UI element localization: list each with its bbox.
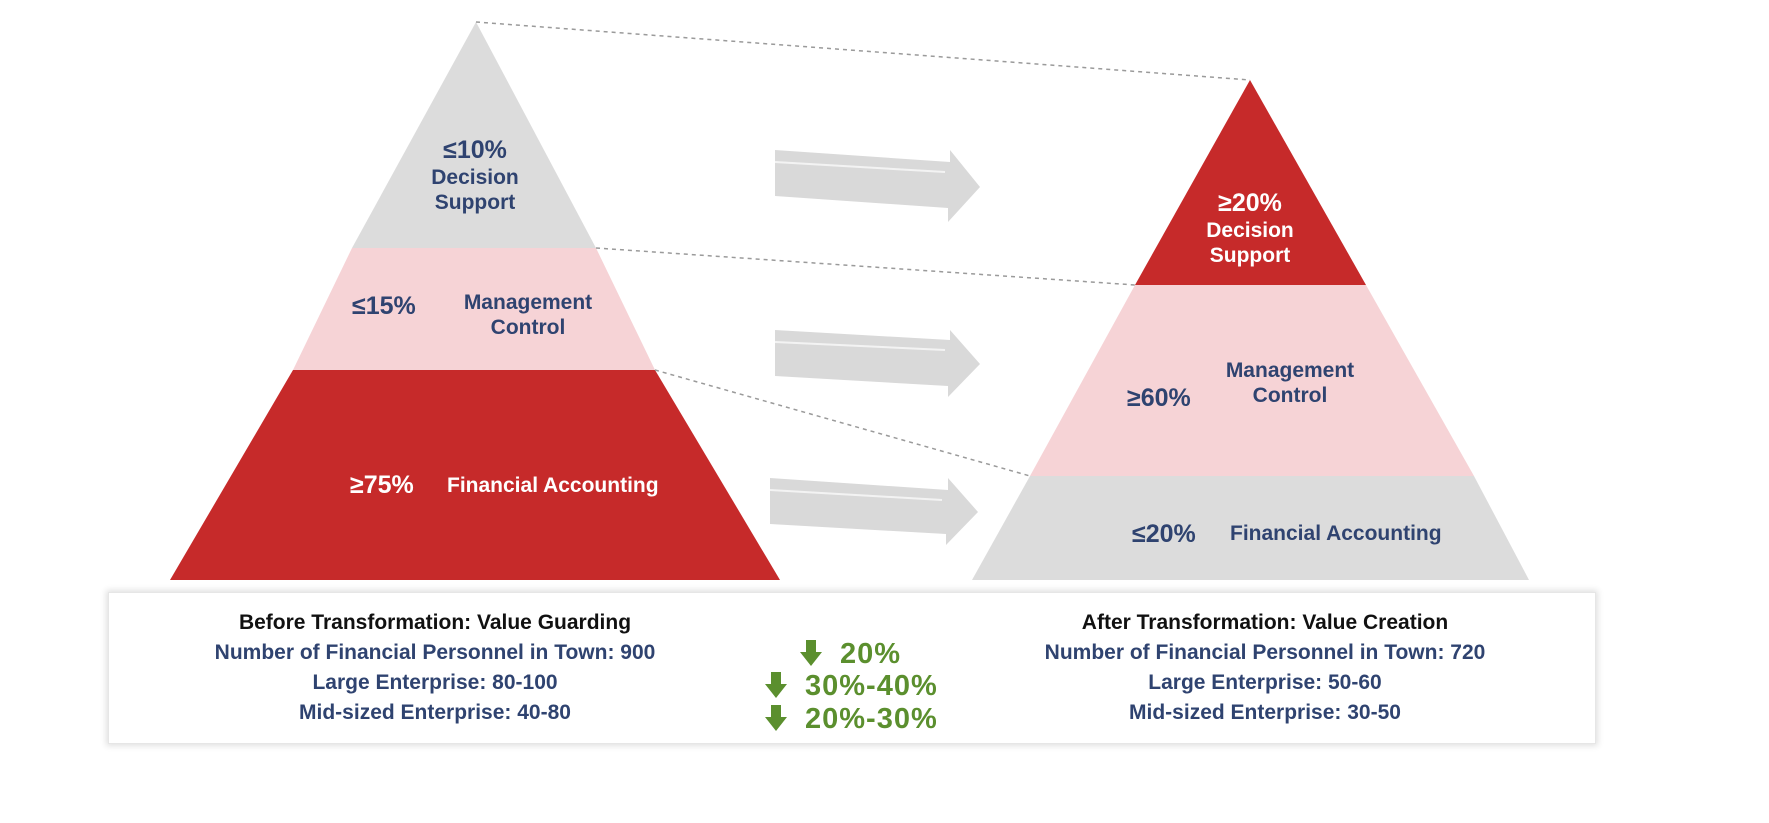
after-bottom-label: Financial Accounting — [1230, 522, 1442, 545]
before-middle-pct: ≤15% — [352, 292, 416, 320]
transition-arrow-middle — [775, 330, 980, 397]
after-top-layer — [1135, 80, 1366, 285]
before-row-large: Large Enterprise: 80-100 — [312, 671, 558, 694]
before-row-mid: Mid-sized Enterprise: 40-80 — [299, 701, 571, 724]
after-bottom-pct: ≤20% — [1132, 520, 1196, 548]
before-bottom-pct: ≥75% — [350, 471, 414, 499]
reduction-personnel: 20% — [800, 638, 901, 671]
before-middle-line1: Management — [463, 291, 593, 314]
after-top-line2: Support — [1209, 244, 1291, 268]
transition-arrow-top — [775, 150, 980, 222]
before-top-line1: Decision — [431, 166, 519, 189]
after-top-line1: Decision — [1206, 219, 1294, 242]
before-title: Before Transformation: Value Guarding — [238, 611, 632, 634]
before-bottom-layer — [170, 370, 780, 580]
before-middle-line2: Control — [490, 316, 566, 340]
before-summary: Before Transformation: Value Guarding Nu… — [200, 608, 670, 728]
reduction-large-value: 30%-40% — [805, 670, 938, 702]
after-top-label: ≥20% Decision Support — [1185, 188, 1315, 268]
before-middle-label: Management Control — [448, 290, 608, 340]
connector-line-mid — [595, 247, 1136, 286]
down-arrow-icon — [800, 640, 822, 666]
after-middle-pct: ≥60% — [1127, 384, 1191, 412]
reduction-mid: 20%-30% — [765, 703, 938, 736]
reduction-mid-value: 20%-30% — [805, 703, 938, 735]
after-row-personnel: Number of Financial Personnel in Town: 7… — [1044, 641, 1486, 664]
connector-line-top — [475, 21, 1251, 81]
after-middle-label: Management Control — [1210, 358, 1370, 408]
after-title: After Transformation: Value Creation — [1081, 611, 1449, 634]
before-top-line2: Support — [434, 191, 516, 215]
connector-line-low — [654, 369, 1031, 477]
down-arrow-icon — [765, 705, 787, 731]
after-middle-line2: Control — [1252, 384, 1328, 408]
after-summary: After Transformation: Value Creation Num… — [1015, 608, 1515, 728]
before-top-layer — [352, 22, 596, 248]
before-bottom-label: Financial Accounting — [447, 474, 659, 497]
after-bottom-layer — [972, 476, 1529, 580]
before-top-pct: ≤10% — [443, 136, 507, 164]
before-top-label: ≤10% Decision Support — [410, 135, 540, 215]
after-row-mid: Mid-sized Enterprise: 30-50 — [1129, 701, 1401, 724]
after-middle-layer — [1030, 285, 1474, 476]
reduction-large: 30%-40% — [765, 670, 938, 703]
down-arrow-icon — [765, 672, 787, 698]
summary-box — [108, 592, 1596, 744]
after-middle-line1: Management — [1225, 359, 1355, 382]
before-middle-layer — [293, 248, 655, 370]
after-top-pct: ≥20% — [1218, 189, 1282, 217]
transition-arrow-bottom — [770, 478, 978, 545]
reduction-personnel-value: 20% — [840, 638, 902, 670]
after-row-large: Large Enterprise: 50-60 — [1148, 671, 1382, 694]
before-row-personnel: Number of Financial Personnel in Town: 9… — [214, 641, 656, 664]
